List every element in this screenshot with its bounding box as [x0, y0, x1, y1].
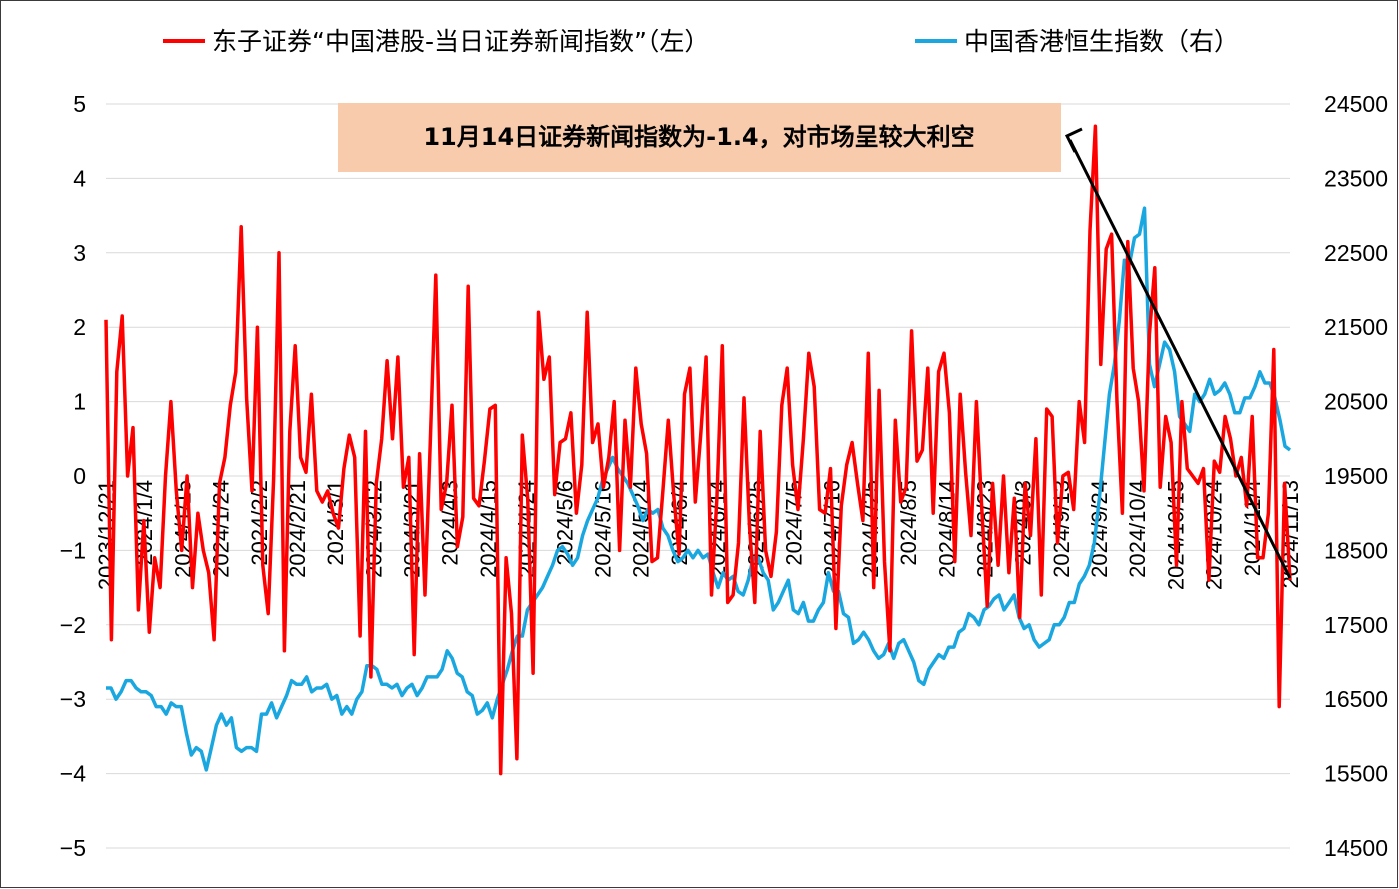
right-tick-label: 15500 — [1324, 761, 1388, 787]
left-tick-label: 3 — [73, 240, 86, 266]
left-tick-label: 0 — [73, 463, 86, 489]
right-tick-label: 21500 — [1324, 314, 1388, 340]
left-tick-label: −4 — [60, 761, 86, 787]
right-y-axis: 24500 23500 22500 21500 20500 19500 18500 17500… — [1324, 91, 1388, 861]
right-tick-label: 22500 — [1324, 240, 1388, 266]
left-tick-label: −2 — [60, 612, 86, 638]
x-tick-label: 2024/7/5 — [781, 480, 806, 566]
left-tick-label: −1 — [60, 537, 86, 563]
left-y-axis: 5 4 3 2 1 0 −1 −2 −3 −4 −5 — [60, 91, 86, 861]
right-tick-label: 24500 — [1324, 91, 1388, 117]
x-tick-label: 2024/2/2 — [247, 480, 272, 566]
legend-label-news-index: 东子证券“中国港股-当日证券新闻指数”（左） — [212, 27, 709, 56]
series-line-news-index — [104, 124, 1292, 776]
left-tick-label: −5 — [60, 835, 86, 861]
right-tick-label: 14500 — [1324, 835, 1388, 861]
x-tick-label: 2024/5/16 — [591, 480, 616, 578]
right-tick-label: 17500 — [1324, 612, 1388, 638]
annotation-arrowhead — [1064, 127, 1083, 153]
legend: 东子证券“中国港股-当日证券新闻指数”（左） 中国香港恒生指数（右） — [163, 27, 1239, 56]
left-tick-label: 1 — [73, 389, 86, 415]
x-tick-label: 2024/11/4 — [1240, 480, 1265, 576]
x-tick-label: 2024/10/4 — [1125, 480, 1150, 578]
series-line-hang-seng — [106, 206, 1292, 772]
right-tick-label: 16500 — [1324, 686, 1388, 712]
annotation-text: 11月14日证券新闻指数为-1.4，对市场呈较大利空 — [423, 123, 974, 151]
annotation: 11月14日证券新闻指数为-1.4，对市场呈较大利空 — [338, 103, 1292, 579]
x-tick-label: 2024/1/24 — [209, 480, 234, 578]
left-tick-label: 2 — [73, 314, 86, 340]
left-tick-label: 4 — [73, 165, 86, 191]
annotation-arrow — [1068, 139, 1292, 579]
left-tick-label: 5 — [73, 91, 86, 117]
right-tick-label: 19500 — [1324, 463, 1388, 489]
left-tick-label: −3 — [60, 686, 86, 712]
annotation-box — [338, 103, 1061, 172]
right-tick-label: 23500 — [1324, 165, 1388, 191]
right-tick-label: 20500 — [1324, 389, 1388, 415]
legend-label-hang-seng: 中国香港恒生指数（右） — [964, 27, 1239, 56]
right-tick-label: 18500 — [1324, 537, 1388, 563]
series-layer — [104, 124, 1292, 776]
